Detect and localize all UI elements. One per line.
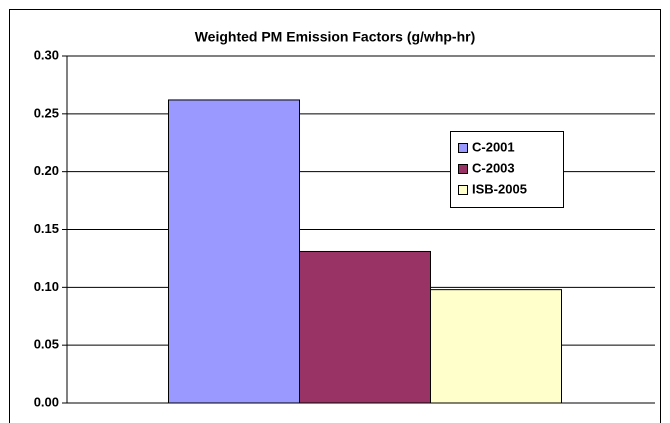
y-tick-label: 0.25 — [34, 105, 59, 120]
bar — [299, 250, 431, 404]
legend-swatch — [458, 164, 468, 174]
legend-swatch — [458, 143, 468, 153]
chart-title: Weighted PM Emission Factors (g/whp-hr) — [195, 29, 476, 45]
y-tick-label: 0.30 — [34, 47, 59, 62]
legend-label: ISB-2005 — [472, 181, 527, 196]
y-tick-label: 0.00 — [34, 394, 59, 409]
y-tick-label: 0.10 — [34, 279, 59, 294]
bar — [430, 289, 562, 404]
y-tick-label: 0.15 — [34, 221, 59, 236]
y-tick-label: 0.05 — [34, 337, 59, 352]
bar — [168, 99, 300, 404]
legend-label: C-2001 — [472, 139, 515, 154]
legend-swatch — [458, 185, 468, 195]
legend-box — [450, 131, 564, 208]
legend-label: C-2003 — [472, 160, 515, 175]
y-tick-label: 0.20 — [34, 163, 59, 178]
